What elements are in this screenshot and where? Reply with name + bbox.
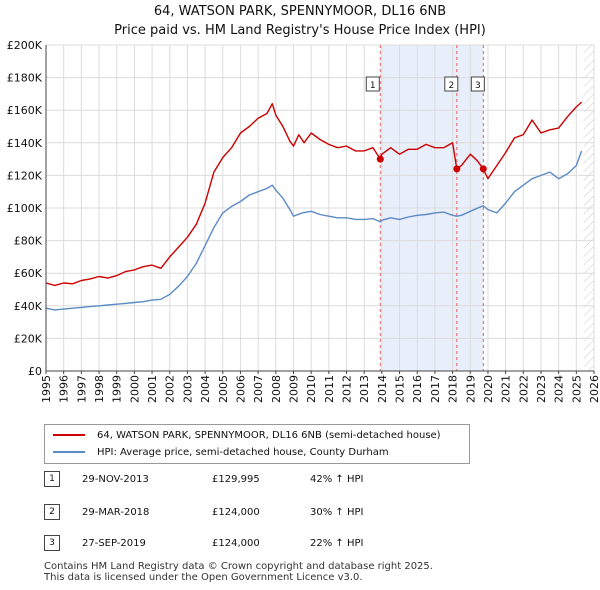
x-tick-label: 2025 [570, 375, 583, 403]
x-tick-label: 2015 [394, 375, 407, 403]
y-tick-label: £100K [7, 202, 43, 215]
sale-row: 1 29-NOV-2013 £129,995 42% ↑ HPI [44, 470, 464, 490]
y-tick-label: £80K [14, 235, 43, 248]
copyright-footer: Contains HM Land Registry data © Crown c… [44, 561, 433, 583]
sale-price: £124,000 [212, 538, 260, 549]
sale-label-box [470, 76, 485, 92]
x-tick-label: 2003 [181, 375, 194, 403]
y-tick-label: £140K [7, 137, 43, 150]
sale-label-box [365, 76, 380, 92]
sale-point [479, 165, 487, 173]
y-tick-label: £180K [7, 72, 43, 85]
sale-label-number: 3 [475, 81, 481, 91]
x-tick-label: 2001 [146, 375, 159, 403]
sale-point [376, 155, 384, 163]
x-tick-label: 2005 [217, 375, 230, 403]
x-tick-label: 2018 [447, 375, 460, 403]
y-tick-label: £40K [14, 300, 43, 313]
x-tick-label: 2011 [323, 375, 336, 403]
x-tick-label: 2026 [588, 375, 600, 403]
chart-title-line1: 64, WATSON PARK, SPENNYMOOR, DL16 6NB [153, 4, 447, 19]
x-tick-label: 2007 [252, 375, 265, 403]
legend-swatch-property [53, 434, 85, 436]
y-tick-label: £0 [28, 365, 42, 378]
x-tick-label: 2002 [164, 375, 177, 403]
y-tick-label: £160K [7, 104, 43, 117]
x-tick-label: 2000 [128, 375, 141, 403]
y-tick-label: £60K [14, 267, 43, 280]
x-tick-label: 2012 [341, 375, 354, 403]
chart-title: 64, WATSON PARK, SPENNYMOOR, DL16 6NB Pr… [0, 2, 600, 40]
x-tick-label: 2019 [464, 375, 477, 403]
sale-row: 3 27-SEP-2019 £124,000 22% ↑ HPI [44, 534, 464, 554]
x-tick-label: 1995 [40, 375, 53, 403]
sale-date: 27-SEP-2019 [82, 538, 146, 549]
legend-swatch-hpi [53, 451, 85, 453]
sale-label-number: 2 [448, 81, 454, 91]
legend-item-property: 64, WATSON PARK, SPENNYMOOR, DL16 6NB (s… [53, 428, 441, 444]
y-tick-label: £200K [7, 39, 43, 52]
sale-number-badge: 3 [44, 535, 60, 551]
x-tick-label: 2013 [358, 375, 371, 403]
x-tick-label: 2004 [199, 375, 212, 403]
legend-item-hpi: HPI: Average price, semi-detached house,… [53, 445, 389, 461]
legend-label-hpi: HPI: Average price, semi-detached house,… [97, 447, 389, 458]
sale-row: 2 29-MAR-2018 £124,000 30% ↑ HPI [44, 503, 464, 523]
price-chart: 1 2 3 £0 £20K £40K £60K £80K £100K £120K £140K £16… [7, 39, 600, 403]
sale-date: 29-MAR-2018 [82, 507, 150, 518]
x-tick-label: 2008 [270, 375, 283, 403]
x-tick-label: 1997 [75, 375, 88, 403]
hpi-line [45, 150, 583, 311]
x-tick-label: 2021 [500, 375, 513, 403]
x-tick-label: 1998 [93, 375, 106, 403]
x-tick-label: 2016 [411, 375, 424, 403]
x-tick-label: 2014 [376, 375, 389, 403]
y-tick-label: £20K [14, 332, 43, 345]
footer-line2: This data is licensed under the Open Gov… [44, 572, 363, 583]
sale-hpi-change: 30% ↑ HPI [310, 507, 364, 518]
sale-hpi-change: 22% ↑ HPI [310, 538, 364, 549]
x-tick-label: 2022 [517, 375, 530, 403]
sale-label-number: 1 [370, 81, 376, 91]
property-price-line [45, 101, 583, 287]
x-tick-label: 2010 [305, 375, 318, 403]
sale-date: 29-NOV-2013 [82, 474, 149, 485]
sale-price: £124,000 [212, 507, 260, 518]
footer-line1: Contains HM Land Registry data © Crown c… [44, 561, 433, 572]
x-tick-label: 2009 [287, 375, 300, 403]
x-tick-label: 2020 [482, 375, 495, 403]
sale-price: £129,995 [212, 474, 260, 485]
x-tick-label: 1996 [58, 375, 71, 403]
chart-title-line2: Price paid vs. HM Land Registry's House … [114, 23, 486, 38]
sale-label-box [444, 76, 459, 92]
x-tick-label: 1999 [111, 375, 124, 403]
y-tick-label: £120K [7, 169, 43, 182]
x-tick-label: 2023 [535, 375, 548, 403]
sale-point [453, 165, 461, 173]
x-tick-label: 2017 [429, 375, 442, 403]
sale-number-badge: 2 [44, 504, 60, 520]
sale-number-badge: 1 [44, 471, 60, 487]
x-tick-label: 2006 [234, 375, 247, 403]
sale-hpi-change: 42% ↑ HPI [310, 474, 364, 485]
legend-label-property: 64, WATSON PARK, SPENNYMOOR, DL16 6NB (s… [97, 430, 441, 441]
x-tick-label: 2024 [553, 375, 566, 403]
chart-legend: 64, WATSON PARK, SPENNYMOOR, DL16 6NB (s… [44, 424, 470, 464]
